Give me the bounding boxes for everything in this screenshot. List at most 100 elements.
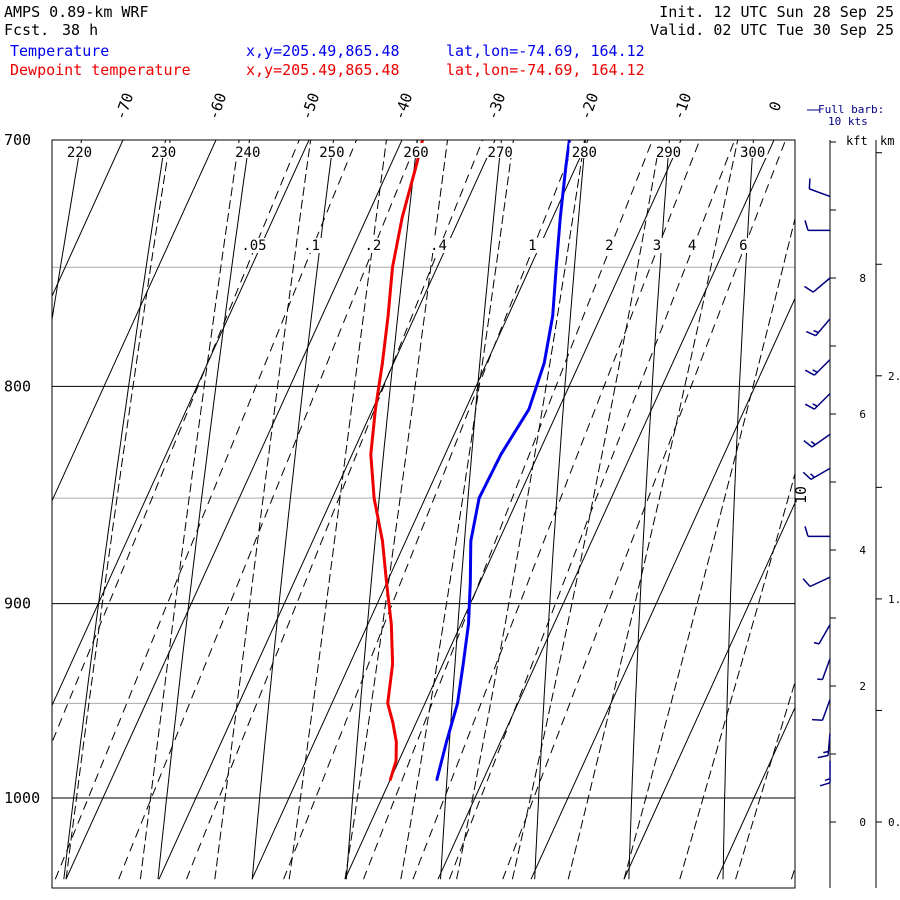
barb-legend-line1: Full barb: bbox=[818, 103, 884, 116]
theta-label-bg bbox=[653, 143, 684, 158]
wind-barb bbox=[817, 733, 831, 759]
moist-adiabat-line bbox=[735, 680, 795, 880]
temperature-trace bbox=[435, 140, 571, 781]
mixing-ratio-label: .1 bbox=[303, 238, 320, 254]
wind-barb bbox=[802, 467, 831, 481]
wind-barb bbox=[804, 220, 830, 232]
dry-adiabat-line bbox=[817, 127, 838, 879]
moist-adiabat-line bbox=[679, 471, 795, 880]
wind-barb bbox=[804, 277, 831, 293]
theta-label-bg bbox=[316, 143, 347, 158]
dry-adiabat-line bbox=[157, 140, 251, 880]
dry-adiabat-line bbox=[722, 140, 754, 880]
isotherm-label: -10 bbox=[669, 90, 695, 122]
kft-tick-label: 6 bbox=[859, 408, 866, 421]
kft-tick-label: 4 bbox=[859, 544, 866, 557]
dry-adiabat-line bbox=[345, 140, 418, 880]
mixing-ratio-label-bg bbox=[519, 238, 546, 253]
mixing-ratio-label-bg bbox=[730, 238, 757, 253]
theta-label: 300 bbox=[740, 145, 765, 161]
isotherm-label: -20 bbox=[576, 90, 602, 122]
wind-barb bbox=[817, 658, 831, 681]
wind-barb bbox=[819, 760, 831, 787]
isotherm-label: -60 bbox=[204, 90, 230, 122]
dry-adiabat-line bbox=[251, 140, 335, 880]
theta-label: 240 bbox=[235, 145, 260, 161]
pressure-label: 900 bbox=[4, 595, 31, 613]
dry-adiabat-line bbox=[628, 140, 670, 880]
moist-adiabat-line bbox=[65, 140, 171, 880]
isotherm-line bbox=[623, 501, 795, 880]
legend-temperature-name: Temperature bbox=[10, 42, 110, 60]
wind-barb bbox=[813, 624, 831, 645]
plot-frame bbox=[51, 139, 796, 889]
valid-time: Valid. 02 UTC Tue 30 Sep 25 bbox=[650, 21, 894, 39]
legend-dewpoint-xy: x,y=205.49,865.48 bbox=[246, 61, 400, 79]
model-title: AMPS 0.89-km WRF bbox=[4, 3, 149, 21]
isotherm-label: -30 bbox=[483, 90, 509, 122]
theta-label: 220 bbox=[67, 145, 92, 161]
init-time: Init. 12 UTC Sun 28 Sep 25 bbox=[659, 3, 894, 21]
isotherm-line bbox=[437, 140, 775, 880]
isotherm-line bbox=[65, 140, 403, 880]
isotherm-label: -70 bbox=[111, 90, 137, 122]
kft-tick-label: 2 bbox=[859, 680, 866, 693]
dry-adiabat-line bbox=[63, 140, 167, 880]
km-tick-label: 1. bbox=[888, 593, 900, 606]
mixing-ratio-line bbox=[118, 140, 419, 880]
kft-tick-label: 8 bbox=[859, 272, 866, 285]
isotherm-line bbox=[0, 127, 36, 879]
mixing-ratio-label: .05 bbox=[241, 238, 266, 254]
wind-barb bbox=[804, 526, 830, 538]
dry-adiabat-line bbox=[52, 140, 83, 323]
theta-label-bg bbox=[232, 143, 263, 158]
mixing-ratio-label-bg bbox=[240, 238, 267, 253]
isotherm-line bbox=[716, 706, 795, 880]
theta-label: 290 bbox=[656, 145, 681, 161]
theta-label: 270 bbox=[488, 145, 513, 161]
theta-label-bg bbox=[401, 143, 432, 158]
mixing-ratio-label-bg bbox=[679, 238, 706, 253]
pressure-label: 700 bbox=[4, 131, 31, 149]
wind-barb bbox=[802, 576, 831, 588]
mixing-ratio-label: .4 bbox=[430, 238, 447, 254]
km-tick-label: 0. bbox=[888, 816, 900, 829]
isotherm-mid-label: 10 bbox=[792, 486, 810, 504]
mixing-ratio-label: 2 bbox=[605, 238, 613, 254]
legend-dewpoint-name: Dewpoint temperature bbox=[10, 61, 191, 79]
isotherm-label: -50 bbox=[297, 90, 323, 122]
isotherm-line bbox=[530, 297, 795, 880]
wind-barb bbox=[804, 359, 831, 376]
moist-adiabat-line bbox=[344, 140, 449, 880]
legend-temperature-xy: x,y=205.49,865.48 bbox=[246, 42, 400, 60]
isotherm-line bbox=[52, 140, 124, 298]
mixing-ratio-label-bg bbox=[359, 238, 386, 253]
moist-adiabat-line bbox=[288, 140, 387, 880]
mixing-ratio-line bbox=[54, 140, 357, 880]
moist-adiabat-line bbox=[511, 140, 661, 880]
mixing-ratio-line bbox=[283, 140, 577, 880]
mixing-ratio-label: .2 bbox=[364, 238, 381, 254]
mixing-ratio-label-bg bbox=[298, 238, 325, 253]
mixing-ratio-label-bg bbox=[644, 238, 671, 253]
theta-label: 280 bbox=[572, 145, 597, 161]
mixing-ratio-line bbox=[363, 140, 654, 880]
mixing-ratio-label: 3 bbox=[653, 238, 661, 254]
wind-barb bbox=[812, 699, 831, 722]
mixing-ratio-label: 1 bbox=[528, 238, 536, 254]
moist-adiabat-line bbox=[400, 140, 514, 880]
dry-adiabat-line bbox=[534, 140, 586, 880]
theta-label-bg bbox=[485, 143, 516, 158]
km-tick-label: 2. bbox=[888, 370, 900, 383]
theta-label: 250 bbox=[319, 145, 344, 161]
mixing-ratio-line bbox=[186, 140, 484, 880]
theta-label-bg bbox=[64, 143, 95, 158]
isotherm-line bbox=[52, 140, 310, 707]
moist-adiabat-line bbox=[623, 216, 795, 880]
moist-adiabat-line bbox=[456, 140, 586, 880]
barb-legend-line2: 10 kts bbox=[828, 115, 868, 128]
mixing-ratio-line bbox=[412, 140, 701, 880]
mixing-ratio-line bbox=[502, 140, 787, 880]
forecast-label: Fcst. bbox=[4, 21, 50, 39]
